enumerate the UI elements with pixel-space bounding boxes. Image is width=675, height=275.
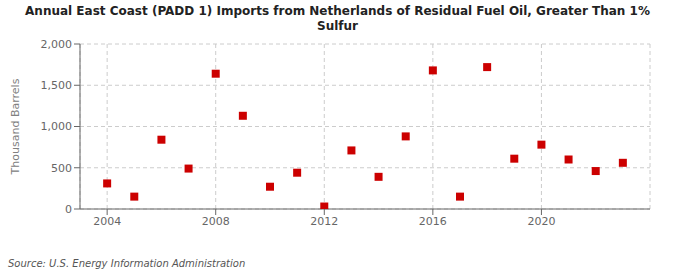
svg-text:2004: 2004 — [93, 215, 121, 228]
svg-text:Thousand Barrels: Thousand Barrels — [9, 78, 22, 175]
svg-text:500: 500 — [51, 162, 72, 175]
svg-text:2012: 2012 — [310, 215, 338, 228]
svg-text:1,000: 1,000 — [41, 120, 73, 133]
html-text:Source: U.S. Energy Informatio: Source: U.S. Energy Information Administ… — [8, 258, 246, 269]
html-text:Annual East Coast (PADD 1) Imp: Annual East Coast (PADD 1) Imports from … — [25, 4, 650, 18]
svg-text:2016: 2016 — [419, 215, 447, 228]
html-text:Sulfur: Sulfur — [317, 19, 358, 33]
svg-text:0: 0 — [65, 203, 72, 216]
svg-text:2,000: 2,000 — [41, 38, 73, 51]
svg-text:2020: 2020 — [527, 215, 555, 228]
svg-text:2008: 2008 — [202, 215, 230, 228]
svg-text:1,500: 1,500 — [41, 79, 73, 92]
